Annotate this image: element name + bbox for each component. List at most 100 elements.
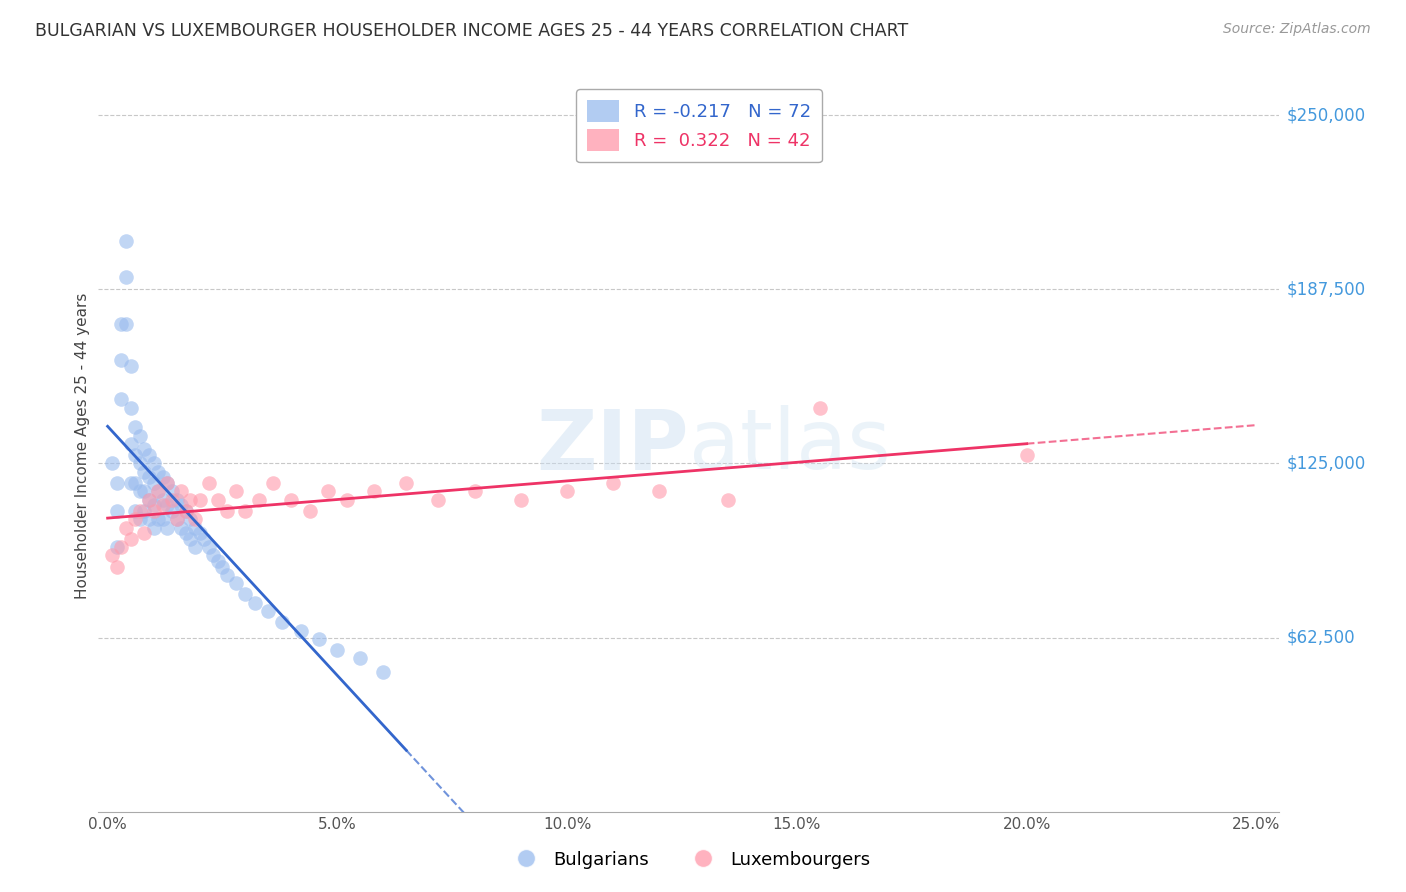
Point — [152, 512, 174, 526]
Point — [808, 401, 831, 415]
Point — [115, 269, 138, 284]
Point — [235, 504, 257, 518]
Point — [134, 526, 156, 541]
Point — [427, 492, 450, 507]
Point — [115, 234, 138, 248]
Point — [124, 475, 146, 490]
Point — [134, 465, 156, 479]
Point — [202, 549, 225, 563]
Point — [184, 520, 207, 534]
Point — [257, 604, 280, 618]
Point — [152, 470, 174, 484]
Point — [464, 484, 486, 499]
Point — [166, 512, 188, 526]
Point — [115, 317, 138, 331]
Text: $125,000: $125,000 — [1286, 454, 1365, 473]
Point — [166, 492, 188, 507]
Point — [142, 457, 165, 471]
Point — [179, 512, 201, 526]
Point — [105, 540, 128, 554]
Point — [124, 504, 146, 518]
Point — [110, 353, 132, 368]
Point — [179, 492, 201, 507]
Point — [298, 504, 321, 518]
Point — [134, 484, 156, 499]
Point — [207, 492, 229, 507]
Point — [166, 512, 188, 526]
Point — [120, 401, 142, 415]
Point — [138, 512, 160, 526]
Text: BULGARIAN VS LUXEMBOURGER HOUSEHOLDER INCOME AGES 25 - 44 YEARS CORRELATION CHAR: BULGARIAN VS LUXEMBOURGER HOUSEHOLDER IN… — [35, 22, 908, 40]
Point — [115, 520, 138, 534]
Point — [120, 359, 142, 373]
Point — [160, 504, 183, 518]
Point — [105, 504, 128, 518]
Point — [128, 504, 150, 518]
Point — [128, 512, 150, 526]
Point — [142, 520, 165, 534]
Point — [316, 484, 339, 499]
Point — [156, 520, 179, 534]
Point — [105, 559, 128, 574]
Point — [326, 643, 349, 657]
Point — [235, 587, 257, 601]
Text: $62,500: $62,500 — [1286, 629, 1355, 647]
Text: Source: ZipAtlas.com: Source: ZipAtlas.com — [1223, 22, 1371, 37]
Point — [128, 457, 150, 471]
Point — [142, 475, 165, 490]
Point — [179, 532, 201, 546]
Text: atlas: atlas — [689, 406, 890, 486]
Point — [134, 504, 156, 518]
Point — [247, 492, 270, 507]
Point — [152, 498, 174, 512]
Text: $250,000: $250,000 — [1286, 106, 1365, 124]
Point — [648, 484, 671, 499]
Point — [211, 559, 233, 574]
Text: $187,500: $187,500 — [1286, 280, 1365, 298]
Point — [101, 457, 124, 471]
Point — [225, 576, 247, 591]
Point — [160, 484, 183, 499]
Point — [174, 504, 197, 518]
Point — [110, 540, 132, 554]
Point — [120, 437, 142, 451]
Point — [184, 540, 207, 554]
Point — [271, 615, 294, 630]
Point — [124, 512, 146, 526]
Point — [142, 504, 165, 518]
Point — [124, 448, 146, 462]
Point — [170, 498, 193, 512]
Point — [156, 475, 179, 490]
Point — [217, 567, 239, 582]
Point — [225, 484, 247, 499]
Point — [152, 492, 174, 507]
Point — [138, 470, 160, 484]
Point — [308, 632, 330, 646]
Point — [555, 484, 578, 499]
Point — [602, 475, 624, 490]
Point — [156, 475, 179, 490]
Point — [184, 512, 207, 526]
Point — [373, 665, 395, 680]
Point — [160, 492, 183, 507]
Point — [1015, 448, 1038, 462]
Point — [197, 475, 219, 490]
Point — [138, 448, 160, 462]
Y-axis label: Householder Income Ages 25 - 44 years: Householder Income Ages 25 - 44 years — [75, 293, 90, 599]
Point — [110, 392, 132, 407]
Point — [335, 492, 357, 507]
Point — [120, 475, 142, 490]
Point — [128, 484, 150, 499]
Point — [146, 484, 169, 499]
Point — [280, 492, 302, 507]
Point — [105, 475, 128, 490]
Point — [134, 442, 156, 457]
Point — [290, 624, 312, 638]
Point — [395, 475, 418, 490]
Point — [146, 512, 169, 526]
Point — [146, 484, 169, 499]
Text: ZIP: ZIP — [537, 406, 689, 486]
Point — [510, 492, 533, 507]
Point — [138, 492, 160, 507]
Point — [243, 596, 266, 610]
